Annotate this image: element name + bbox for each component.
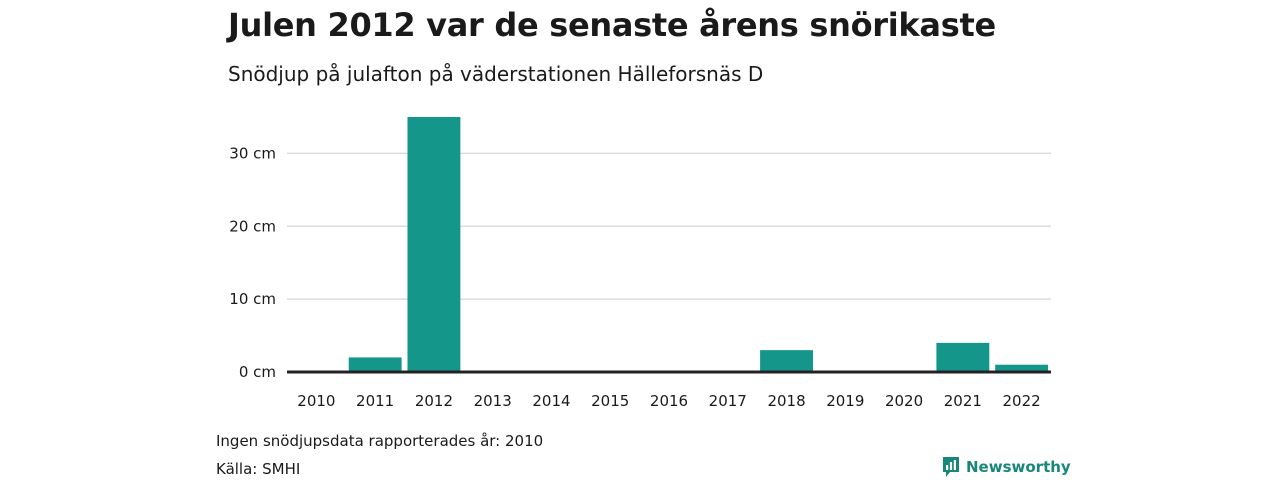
y-tick-label: 0 cm — [239, 363, 276, 381]
x-tick-label: 2021 — [944, 392, 982, 410]
source-note: Källa: SMHI — [216, 460, 301, 478]
x-tick-label: 2020 — [885, 392, 923, 410]
x-tick-label: 2012 — [415, 392, 453, 410]
y-tick-label: 20 cm — [229, 217, 276, 235]
newsworthy-icon — [943, 457, 959, 477]
y-tick-label: 30 cm — [229, 144, 276, 162]
x-tick-label: 2022 — [1003, 392, 1041, 410]
x-tick-label: 2017 — [709, 392, 747, 410]
bar — [407, 117, 461, 372]
x-tick-label: 2013 — [474, 392, 512, 410]
chart-title: Julen 2012 var de senaste årens snörikas… — [228, 6, 996, 44]
x-tick-label: 2016 — [650, 392, 688, 410]
x-tick-label: 2010 — [297, 392, 335, 410]
x-tick-label: 2019 — [826, 392, 864, 410]
x-tick-label: 2014 — [532, 392, 570, 410]
bar — [760, 350, 813, 372]
x-tick-label: 2015 — [591, 392, 629, 410]
bar — [995, 364, 1049, 372]
bar — [348, 357, 402, 372]
y-tick-label: 10 cm — [229, 290, 276, 308]
x-tick-label: 2011 — [356, 392, 394, 410]
brand-name: Newsworthy — [966, 458, 1071, 476]
bar — [936, 342, 990, 372]
missing-data-note: Ingen snödjupsdata rapporterades år: 201… — [216, 432, 544, 450]
x-tick-label: 2018 — [767, 392, 805, 410]
chart-subtitle: Snödjup på julafton på väderstationen Hä… — [228, 62, 764, 86]
newsworthy-logo[interactable]: Newsworthy — [942, 456, 1071, 478]
